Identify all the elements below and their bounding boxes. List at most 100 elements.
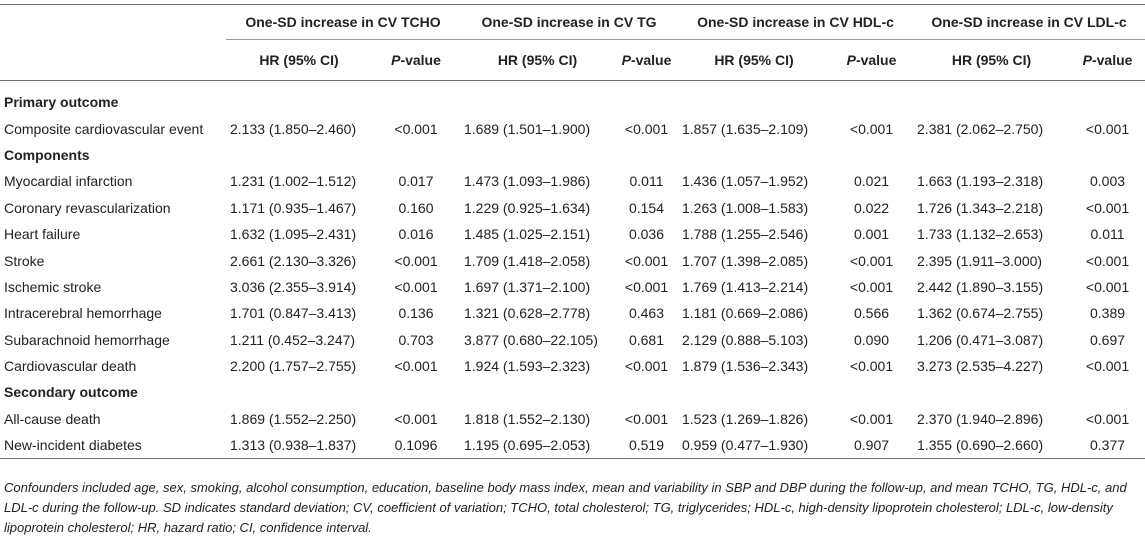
p-value-cell: <0.001 (394, 358, 438, 375)
section-label: Secondary outcome (4, 384, 138, 401)
hr-ci-cell: 2.370 (1.940–2.896) (917, 410, 1044, 427)
p-value-cell: 0.016 (398, 226, 434, 243)
hr-ci-cell: 2.133 (1.850–2.460) (230, 120, 357, 137)
hr-ci-cell: 1.263 (1.008–1.583) (682, 199, 809, 216)
p-value-cell: 0.566 (853, 305, 890, 322)
p-value-cell: 0.160 (398, 199, 434, 216)
hr-ci-cell: 1.195 (0.695–2.053) (460, 432, 615, 460)
p-value-header: P-value (615, 39, 678, 81)
p-value-cell: 0.022 (853, 199, 890, 216)
table-row: All-cause death 1.869 (1.552–2.250) <0.001… (0, 406, 1145, 432)
results-table: One-SD increase in CV TCHO One-SD increa… (0, 4, 1145, 460)
hr-header: HR (95% CI) (913, 39, 1071, 81)
p-value-cell: 0.017 (398, 173, 434, 190)
p-value-cell: 0.011 (1090, 226, 1125, 243)
p-value-header: P-value (372, 39, 460, 81)
hr-ci-cell: 1.231 (1.002–1.512) (230, 173, 357, 190)
p-value-cell: <0.001 (1085, 252, 1130, 269)
group-header-ldl: One-SD increase in CV LDL-c (913, 4, 1145, 40)
table-footnote: Confounders included age, sex, smoking, … (4, 480, 1127, 535)
table-row: Subarachnoid hemorrhage 1.211 (0.452–3.24… (0, 327, 1145, 353)
row-label: Heart failure (4, 226, 81, 243)
row-label: Cardiovascular death (4, 358, 137, 375)
hr-ci-cell: 1.709 (1.418–2.058) (464, 252, 591, 269)
hr-ci-cell: 1.663 (1.193–2.318) (917, 173, 1044, 190)
row-label: Subarachnoid hemorrhage (4, 331, 170, 348)
section-row: Secondary outcome (0, 379, 1145, 405)
hr-ci-cell: 1.788 (1.255–2.546) (682, 226, 809, 243)
hr-ci-cell: 1.206 (0.471–3.087) (917, 331, 1044, 348)
corner-cell (0, 39, 226, 81)
section-row: Components (0, 142, 1145, 168)
section-row: Primary outcome (0, 89, 1145, 115)
hr-header: HR (95% CI) (226, 39, 372, 81)
group-header-row: One-SD increase in CV TCHO One-SD increa… (0, 4, 1145, 40)
row-label: All-cause death (4, 410, 101, 427)
p-value-cell: <0.001 (394, 252, 438, 269)
hr-ci-cell: 1.689 (1.501–1.900) (464, 120, 591, 137)
hr-ci-cell: 2.129 (0.888–5.103) (682, 331, 809, 348)
p-value-header: P-value (1070, 39, 1145, 81)
hr-ci-cell: 1.313 (0.938–1.837) (226, 432, 372, 460)
p-value-cell: 0.003 (1089, 173, 1126, 190)
p-value-cell: <0.001 (394, 278, 438, 295)
hr-ci-cell: 1.355 (0.690–2.660) (913, 432, 1071, 460)
table-row: Composite cardiovascular event 2.133 (1.8… (0, 115, 1145, 141)
table-row: Ischemic stroke 3.036 (2.355–3.914) <0.001… (0, 274, 1145, 300)
hr-ci-cell: 1.697 (1.371–2.100) (464, 278, 591, 295)
p-value-cell: <0.001 (1085, 120, 1130, 137)
p-value-cell: 0.1096 (372, 432, 460, 460)
hr-ci-cell: 3.877 (0.680–22.105) (464, 331, 598, 348)
p-value-cell: <0.001 (394, 120, 438, 137)
p-value-header: P-value (830, 39, 914, 81)
hr-ci-cell: 2.200 (1.757–2.755) (230, 358, 357, 375)
corner-cell (0, 4, 226, 40)
p-value-cell: <0.001 (849, 120, 894, 137)
hr-ci-cell: 1.321 (0.628–2.778) (464, 305, 591, 322)
table-row: Intracerebral hemorrhage 1.701 (0.847–3.4… (0, 300, 1145, 326)
hr-ci-cell: 2.395 (1.911–3.000) (917, 252, 1043, 269)
hr-ci-cell: 1.869 (1.552–2.250) (230, 410, 357, 427)
hr-ci-cell: 1.362 (0.674–2.755) (917, 305, 1044, 322)
hr-ci-cell: 1.632 (1.095–2.431) (230, 226, 357, 243)
row-label: Myocardial infarction (4, 173, 133, 190)
p-value-cell: <0.001 (1085, 199, 1130, 216)
p-value-cell: 0.681 (628, 331, 665, 348)
hr-ci-cell: 2.661 (2.130–3.326) (230, 252, 357, 269)
row-label: Intracerebral hemorrhage (4, 305, 162, 322)
group-header-tg: One-SD increase in CV TG (460, 4, 678, 40)
p-value-cell: <0.001 (624, 252, 669, 269)
p-value-cell: <0.001 (624, 120, 669, 137)
hr-ci-cell: 2.381 (2.062–2.750) (917, 120, 1044, 137)
hr-ci-cell: 1.818 (1.552–2.130) (464, 410, 591, 427)
row-label: New-incident diabetes (0, 432, 226, 460)
p-value-cell: <0.001 (394, 410, 438, 427)
section-label: Primary outcome (4, 94, 119, 111)
p-value-cell: <0.001 (1085, 410, 1130, 427)
p-value-cell: 0.907 (830, 432, 914, 460)
table-row: Coronary revascularization 1.171 (0.935–1… (0, 195, 1145, 221)
hr-ci-cell: 1.701 (0.847–3.413) (230, 305, 357, 322)
hr-ci-cell: 3.273 (2.535–4.227) (917, 358, 1044, 375)
p-value-cell: <0.001 (849, 278, 894, 295)
table-row: New-incident diabetes 1.313 (0.938–1.837)… (0, 432, 1145, 460)
row-label: Ischemic stroke (4, 278, 102, 295)
p-value-cell: <0.001 (849, 252, 894, 269)
hr-ci-cell: 1.733 (1.132–2.653) (917, 226, 1044, 243)
group-header-hdl: One-SD increase in CV HDL-c (678, 4, 914, 40)
table-row: Stroke 2.661 (2.130–3.326) <0.001 1.709 (1.… (0, 247, 1145, 273)
p-value-cell: <0.001 (849, 410, 894, 427)
p-value-cell: 0.011 (629, 173, 664, 190)
table-row: Myocardial infarction 1.231 (1.002–1.512)… (0, 168, 1145, 194)
hr-ci-cell: 2.442 (1.890–3.155) (917, 278, 1044, 295)
group-header-tcho: One-SD increase in CV TCHO (226, 4, 460, 40)
hr-ci-cell: 1.726 (1.343–2.218) (917, 199, 1044, 216)
hr-ci-cell: 1.211 (0.452–3.247) (230, 331, 356, 348)
hr-ci-cell: 1.707 (1.398–2.085) (682, 252, 809, 269)
hr-ci-cell: 1.879 (1.536–2.343) (682, 358, 809, 375)
hr-ci-cell: 1.924 (1.593–2.323) (464, 358, 591, 375)
p-value-cell: 0.154 (628, 199, 665, 216)
table-row: Cardiovascular death 2.200 (1.757–2.755) <… (0, 353, 1145, 379)
p-value-cell: 0.463 (628, 305, 665, 322)
